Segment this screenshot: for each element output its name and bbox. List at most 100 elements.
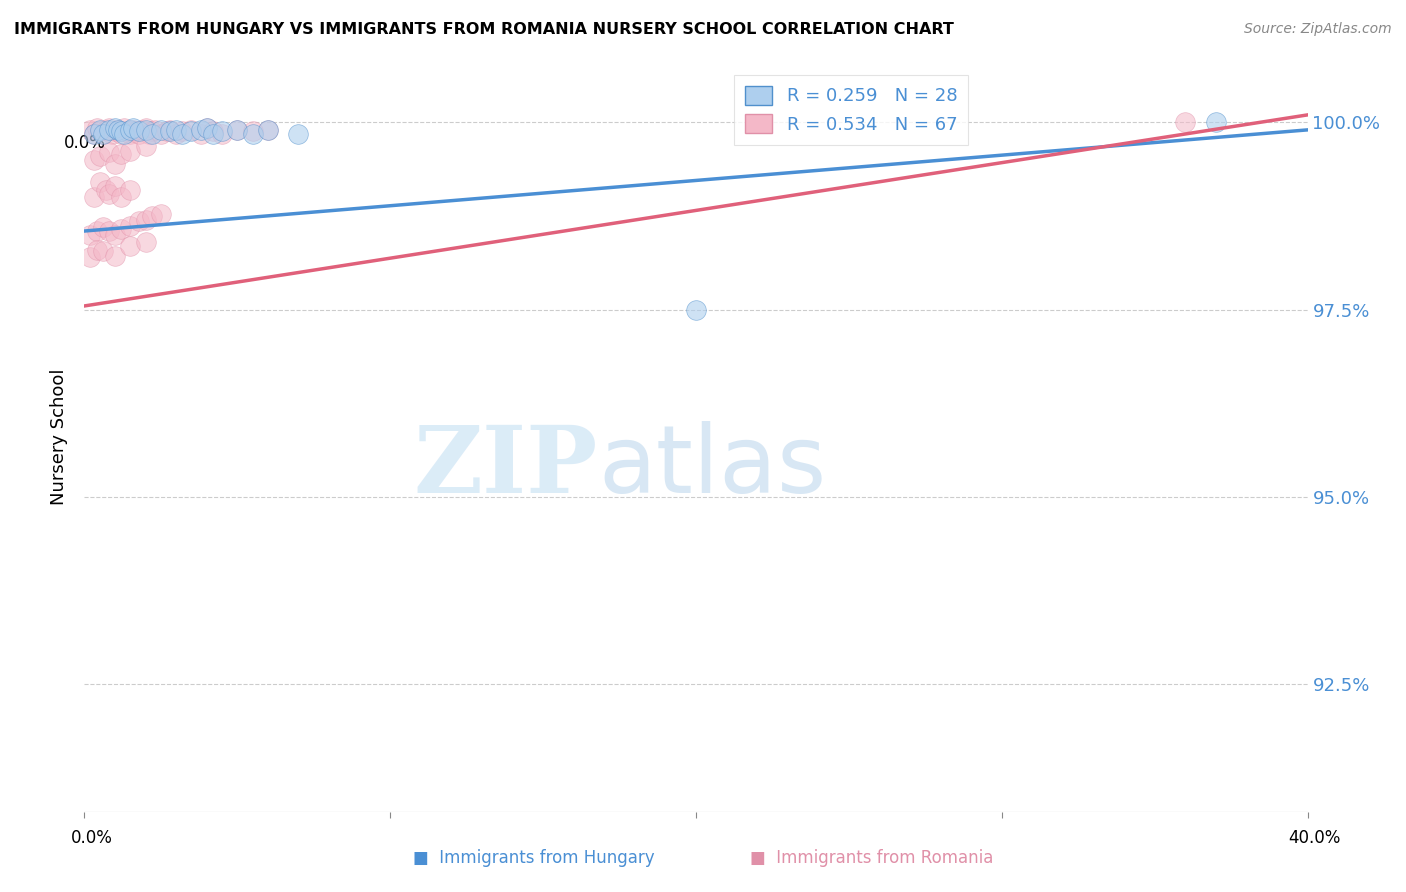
Point	[149, 123, 172, 137]
Text: 0.0%: 0.0%	[63, 134, 105, 152]
Point	[172, 127, 194, 141]
Point	[79, 227, 101, 242]
Point	[115, 124, 138, 138]
Point	[120, 183, 142, 197]
Point	[190, 127, 212, 141]
Point	[143, 123, 166, 137]
Point	[104, 156, 127, 170]
Point	[226, 123, 249, 137]
Point	[97, 224, 120, 238]
Point	[159, 124, 181, 138]
Point	[94, 183, 117, 197]
Point	[201, 127, 224, 141]
Point	[110, 124, 132, 138]
Point	[110, 221, 132, 235]
Point	[287, 127, 309, 141]
Point	[122, 121, 145, 136]
Point	[195, 121, 218, 136]
Legend: R = 0.259   N = 28, R = 0.534   N = 67: R = 0.259 N = 28, R = 0.534 N = 67	[734, 75, 969, 145]
Point	[89, 175, 111, 189]
Point	[149, 207, 172, 221]
Point	[128, 214, 150, 228]
Point	[86, 243, 108, 257]
Point	[135, 212, 157, 227]
Point	[180, 123, 202, 137]
Point	[211, 124, 233, 138]
Point	[83, 127, 105, 141]
Point	[125, 124, 148, 138]
Point	[91, 127, 114, 141]
Point	[135, 139, 157, 153]
Point	[257, 123, 280, 137]
Point	[79, 250, 101, 264]
Point	[242, 124, 264, 138]
Point	[86, 121, 108, 136]
Point	[107, 123, 129, 137]
Y-axis label: Nursery School: Nursery School	[51, 368, 69, 506]
Point	[172, 124, 194, 138]
Point	[89, 149, 111, 163]
Point	[135, 235, 157, 250]
Text: atlas: atlas	[598, 421, 827, 513]
Point	[141, 127, 163, 141]
Point	[104, 124, 127, 138]
Point	[94, 123, 117, 137]
Point	[91, 127, 114, 141]
Point	[156, 124, 179, 138]
Point	[83, 127, 105, 141]
Point	[83, 153, 105, 167]
Point	[1205, 115, 1227, 129]
Point	[79, 123, 101, 137]
Point	[211, 127, 233, 141]
Point	[97, 123, 120, 137]
Point	[685, 302, 707, 317]
Text: 0.0%: 0.0%	[70, 829, 112, 847]
Point	[112, 121, 135, 136]
Point	[180, 124, 202, 138]
Point	[97, 186, 120, 201]
Point	[110, 190, 132, 204]
Point	[201, 124, 224, 138]
Point	[138, 127, 160, 141]
Point	[83, 190, 105, 204]
Point	[195, 121, 218, 136]
Point	[135, 123, 157, 137]
Text: ZIP: ZIP	[413, 422, 598, 512]
Point	[141, 209, 163, 223]
Point	[110, 146, 132, 161]
Point	[120, 239, 142, 253]
Point	[257, 123, 280, 137]
Point	[89, 124, 111, 138]
Point	[91, 220, 114, 235]
Point	[97, 145, 120, 160]
Point	[104, 227, 127, 242]
Point	[122, 123, 145, 137]
Point	[120, 127, 142, 141]
Point	[165, 123, 187, 137]
Point	[128, 127, 150, 141]
Text: 40.0%: 40.0%	[1288, 829, 1341, 847]
Text: ■  Immigrants from Romania: ■ Immigrants from Romania	[749, 849, 994, 867]
Point	[120, 219, 142, 233]
Point	[104, 121, 127, 136]
Point	[110, 127, 132, 141]
Point	[1174, 115, 1197, 129]
Point	[86, 224, 108, 238]
Point	[104, 249, 127, 263]
Point	[226, 123, 249, 137]
Text: ■  Immigrants from Hungary: ■ Immigrants from Hungary	[413, 849, 655, 867]
Point	[135, 121, 157, 136]
Point	[120, 144, 142, 158]
Point	[165, 127, 187, 141]
Text: IMMIGRANTS FROM HUNGARY VS IMMIGRANTS FROM ROMANIA NURSERY SCHOOL CORRELATION CH: IMMIGRANTS FROM HUNGARY VS IMMIGRANTS FR…	[14, 22, 953, 37]
Point	[149, 127, 172, 141]
Point	[89, 123, 111, 137]
Point	[242, 127, 264, 141]
Point	[104, 179, 127, 194]
Point	[112, 127, 135, 141]
Point	[107, 123, 129, 137]
Point	[159, 123, 181, 137]
Point	[141, 124, 163, 138]
Point	[131, 123, 153, 137]
Point	[101, 127, 124, 141]
